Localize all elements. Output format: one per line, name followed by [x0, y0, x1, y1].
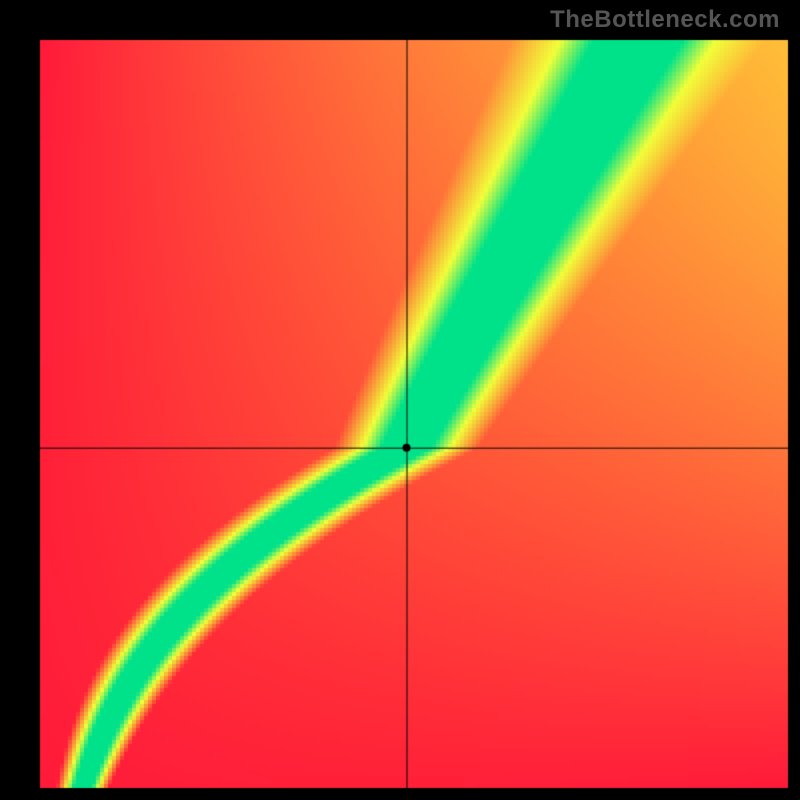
watermark-text: TheBottleneck.com: [550, 6, 780, 34]
bottleneck-heatmap: [0, 0, 800, 800]
